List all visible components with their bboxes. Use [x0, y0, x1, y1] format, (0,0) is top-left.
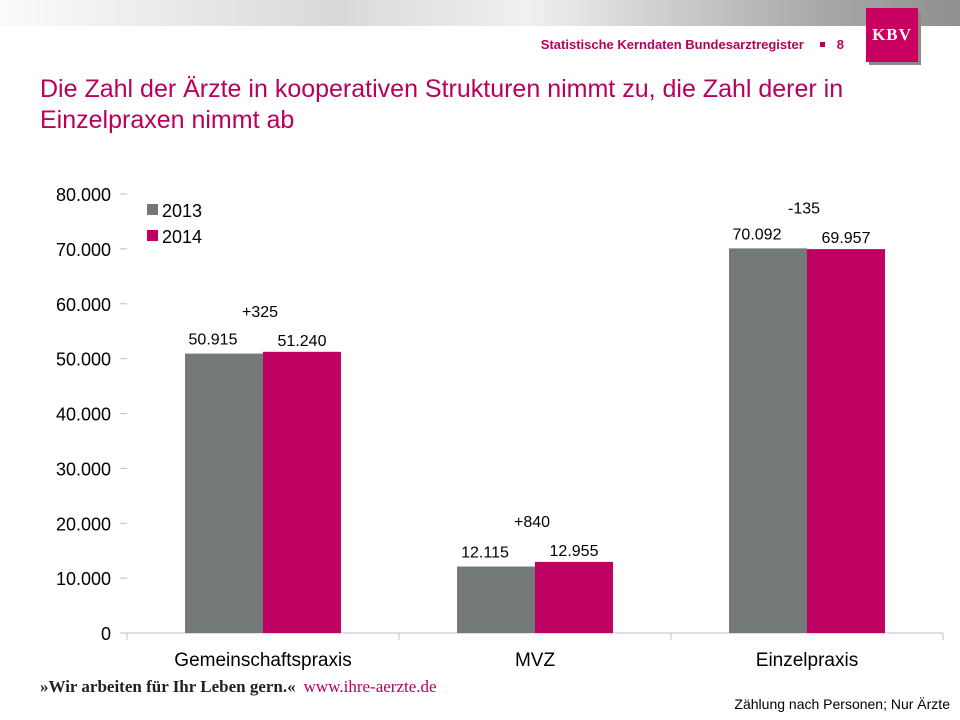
header-bar: Statistische Kerndaten Bundesarztregiste…	[541, 37, 844, 52]
bar-2013	[729, 248, 807, 633]
category-label: MVZ	[515, 650, 556, 671]
y-tick-label: 10.000	[56, 569, 111, 589]
y-tick-label: 0	[101, 624, 111, 644]
y-tick-label: 30.000	[56, 459, 111, 479]
bars	[185, 248, 885, 633]
slogan: »Wir arbeiten für Ihr Leben gern.« www.ih…	[40, 677, 437, 697]
data-label-2013: 12.115	[461, 545, 509, 562]
page-number: 8	[836, 37, 844, 52]
header-title: Statistische Kerndaten Bundesarztregiste…	[540, 37, 804, 52]
slide-title: Die Zahl der Ärzte in kooperativen Struk…	[40, 75, 844, 134]
category-label: Gemeinschaftspraxis	[174, 650, 351, 671]
logo-text: KBV	[872, 25, 912, 44]
legend-swatch-2013	[147, 204, 158, 215]
x-axis-labels: Gemeinschaftspraxis MVZ Einzelpraxis	[174, 650, 858, 671]
data-label-2014: 12.955	[550, 543, 599, 560]
y-tick-label: 70.000	[56, 240, 111, 260]
y-tick-label: 60.000	[56, 295, 111, 315]
data-labels: 50.915 51.240+325 12.115 12.955+840 70.092 69…	[189, 200, 871, 561]
x-axis-tick-marks	[126, 633, 944, 640]
bar-2013	[185, 353, 263, 633]
legend-swatch-2014	[147, 230, 158, 241]
header-separator-square	[819, 42, 825, 48]
y-tick-label: 80.000	[56, 185, 111, 205]
bar-2014	[263, 351, 341, 633]
bar-2014	[807, 249, 885, 633]
legend-label-2014: 2014	[162, 227, 202, 247]
y-axis-ticks: 0 10.000 20.000 30.000 40.000 50.000 60.000 70.…	[56, 185, 127, 644]
data-label-2013: 50.915	[189, 332, 238, 349]
top-gradient-band	[0, 0, 960, 26]
kbv-logo: KBV	[866, 8, 918, 62]
bar-2013	[457, 566, 535, 633]
difference-label: -135	[788, 200, 820, 217]
slogan-text: Wir arbeiten für Ihr Leben gern.	[48, 677, 288, 696]
data-label-2014: 69.957	[822, 230, 871, 247]
footnote: Zählung nach Personen; Nur Ärzte	[734, 696, 950, 712]
category-label: Einzelpraxis	[756, 650, 858, 671]
difference-label: +325	[242, 304, 278, 321]
data-label-2013: 70.092	[733, 226, 782, 243]
slogan-open-quote: »	[40, 677, 49, 696]
y-tick-label: 20.000	[56, 514, 111, 534]
y-tick-label: 50.000	[56, 350, 111, 370]
slogan-close-quote: «	[287, 677, 296, 696]
bar-2014	[535, 561, 613, 633]
website-link[interactable]: www.ihre-aerzte.de	[303, 677, 437, 696]
difference-label: +840	[514, 514, 550, 531]
y-tick-label: 40.000	[56, 405, 111, 425]
legend-label-2013: 2013	[162, 201, 202, 221]
data-label-2014: 51.240	[278, 333, 327, 350]
legend: 2013 2014	[147, 201, 202, 247]
